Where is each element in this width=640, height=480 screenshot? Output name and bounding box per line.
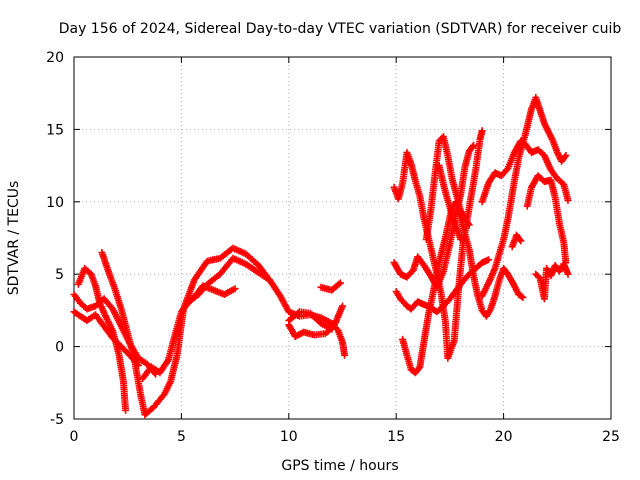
x-axis-title: GPS time / hours [281,458,398,474]
data-point-markers [523,172,570,267]
data-points [70,94,572,419]
y-tick-label: -5 [50,412,64,428]
data-point-markers [422,133,473,243]
y-tick-label: 10 [46,195,64,211]
data-series-arc-12 [392,256,493,316]
data-series-arc-14 [422,133,473,243]
y-axis-title: SDTVAR / TECUs [6,181,22,296]
data-point-markers [317,279,344,294]
axis-ticks [73,56,612,420]
data-series-arc-8 [285,308,336,333]
data-series-arc-19 [523,172,570,267]
plot-frame [73,56,612,420]
y-tick-label: 15 [46,122,64,138]
data-series-arc-18 [508,231,525,251]
data-point-markers [184,282,239,307]
data-series-arc-3 [74,264,130,414]
data-point-markers [478,94,570,300]
x-tick-label: 5 [177,429,186,445]
data-series-arc-17 [478,94,570,300]
y-tick-label: 5 [55,267,64,283]
y-tick-label: 0 [55,340,64,356]
data-series-arc-15 [435,162,465,243]
data-point-markers [532,260,572,303]
y-tick-labels: -5 0 5 10 15 20 [46,50,64,428]
data-point-markers [285,308,336,333]
data-point-markers [74,264,130,414]
x-tick-label: 20 [495,429,513,445]
x-tick-label: 0 [70,429,79,445]
data-point-markers [392,256,493,316]
x-tick-labels: 0 5 10 15 20 25 [70,429,620,445]
data-series-arc-13 [399,198,527,377]
x-tick-label: 25 [602,429,620,445]
data-point-markers [478,137,572,206]
data-series-arc-6 [184,282,239,307]
data-point-markers [435,162,465,243]
data-point-markers [399,198,527,377]
data-series-arc-16 [478,137,572,206]
x-tick-label: 10 [280,429,298,445]
chart-title: Day 156 of 2024, Sidereal Day-to-day VTE… [59,21,622,37]
data-point-markers [508,231,525,251]
data-series-arc-9 [317,279,344,294]
y-tick-label: 20 [46,50,64,66]
x-tick-label: 15 [387,429,405,445]
data-series-arc-20 [532,260,572,303]
